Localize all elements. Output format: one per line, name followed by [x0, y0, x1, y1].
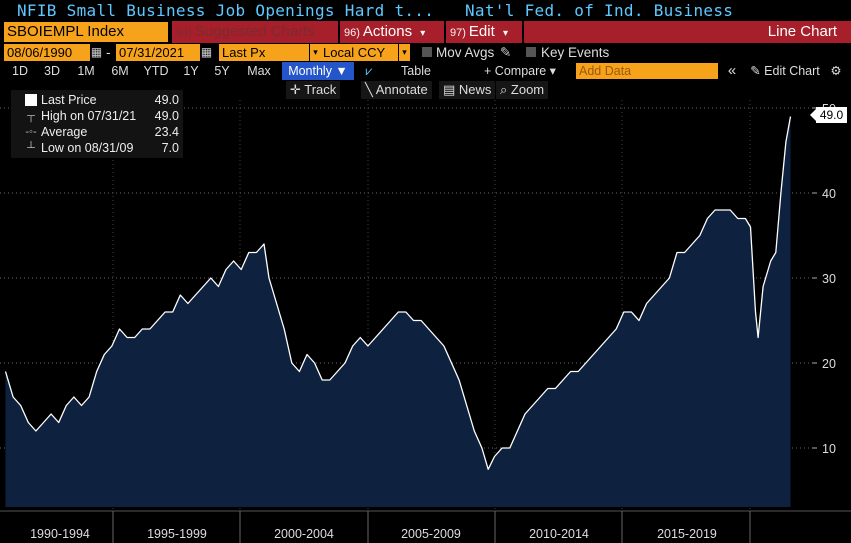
legend-high-value: 49.0	[154, 109, 179, 123]
actions-label: Actions	[362, 23, 413, 40]
suggested-charts-button[interactable]: 94) Suggested Charts	[172, 21, 338, 43]
mov-avgs-label: Mov Avgs	[436, 45, 495, 60]
mov-avgs-checkbox[interactable]	[422, 47, 432, 57]
add-data-input[interactable]: Add Data	[576, 63, 718, 79]
legend-average-label: Average	[41, 125, 88, 139]
title-bar: NFIB Small Business Job Openings Hard t.…	[0, 0, 851, 21]
edit-chart-button[interactable]: ✎ Edit Chart	[750, 64, 820, 78]
legend-low: ┴ Low on 08/31/09 7.0	[11, 140, 183, 156]
edit-number: 97)	[450, 27, 466, 39]
legend-high-label: High on 07/31/21	[41, 109, 137, 123]
x-tick-label: 1990-1994	[30, 527, 90, 541]
y-axis: 1020304050	[812, 102, 836, 456]
edit-chevron-down-icon: ▾	[502, 28, 508, 39]
legend-average-value: 23.4	[154, 125, 179, 139]
last-value-badge: 49.0	[810, 107, 847, 123]
end-calendar-icon[interactable]: ▦	[200, 45, 213, 59]
period-1m[interactable]: 1M	[77, 64, 95, 78]
chart-type-label-bar: Line Chart	[524, 21, 851, 43]
start-calendar-icon[interactable]: ▦	[90, 45, 103, 59]
y-tick-label: 10	[822, 442, 836, 456]
price-type-chevron-down-icon[interactable]: ▾	[309, 44, 321, 61]
suggested-charts-number: 94)	[176, 27, 192, 39]
news-icon: ▤	[443, 82, 459, 97]
issuer-name: Nat'l Fed. of Ind. Business	[465, 1, 734, 20]
low-marker-icon: ┴	[27, 142, 35, 154]
edit-menu[interactable]: 97) Edit ▾	[446, 21, 522, 43]
parameters-row: 08/06/1990 ▦ - 07/31/2021 ▦ Last Px ▾ Lo…	[0, 43, 851, 62]
period-ytd[interactable]: YTD	[143, 64, 169, 78]
legend-box: Last Price 49.0 ┬ High on 07/31/21 49.0 …	[11, 90, 183, 158]
legend-high: ┬ High on 07/31/21 49.0	[11, 108, 183, 124]
currency-select[interactable]: Local CCY	[320, 44, 398, 61]
legend-average: -◦- Average 23.4	[11, 124, 183, 140]
x-tick-label: 1995-1999	[147, 527, 207, 541]
ticker-field[interactable]: SBOIEMPL Index	[4, 22, 168, 42]
series-line	[4, 116, 792, 470]
y-tick-label: 40	[822, 187, 836, 201]
edit-label: Edit	[468, 23, 495, 40]
x-tick-label: 2005-2009	[401, 527, 461, 541]
legend-last-price-value: 49.0	[154, 93, 179, 107]
period-max[interactable]: Max	[247, 64, 271, 78]
series-area	[5, 116, 791, 507]
key-events-label: Key Events	[541, 45, 610, 60]
legend-last-price: Last Price 49.0	[11, 92, 183, 108]
period-row: 1D 3D 1M 6M YTD 1Y 5Y Max Monthly ▼ ⩗ Ta…	[0, 62, 851, 80]
key-events-checkbox[interactable]	[526, 47, 536, 57]
table-button[interactable]: Table	[401, 64, 431, 78]
currency-chevron-down-icon[interactable]: ▾	[398, 44, 410, 61]
period-1y[interactable]: 1Y	[183, 64, 199, 78]
news-button[interactable]: ▤ News	[439, 81, 496, 99]
chart-style-icon[interactable]: ⩗	[365, 64, 373, 78]
command-row: SBOIEMPL Index 94) Suggested Charts 96) Ac…	[0, 21, 851, 43]
actions-chevron-down-icon: ▾	[420, 28, 426, 39]
annotate-button[interactable]: ╲ Annotate	[361, 81, 432, 99]
zoom-button[interactable]: ⌕ Zoom	[496, 81, 549, 99]
x-tick-label: 2015-2019	[657, 527, 717, 541]
period-1d[interactable]: 1D	[12, 64, 28, 78]
collapse-icon[interactable]: «	[727, 62, 737, 79]
track-button[interactable]: ✛ Track	[286, 81, 341, 99]
news-label: News	[458, 82, 492, 97]
end-date-field[interactable]: 07/31/2021	[116, 44, 200, 61]
price-type-select[interactable]: Last Px	[219, 44, 309, 61]
compare-button[interactable]: + Compare ▾	[484, 64, 556, 78]
period-3d[interactable]: 3D	[44, 64, 60, 78]
period-6m[interactable]: 6M	[111, 64, 129, 78]
actions-menu[interactable]: 96) Actions ▾	[340, 21, 444, 43]
legend-low-label: Low on 08/31/09	[41, 141, 134, 155]
x-axis: 1990-1994 1995-1999 2000-2004 2005-2009 2010…	[0, 510, 851, 543]
pencil-icon[interactable]: ✎	[500, 45, 512, 60]
line-chart[interactable]: 1020304050 1990-19941995-19992000-200420…	[0, 100, 851, 543]
legend-last-price-label: Last Price	[41, 93, 97, 107]
date-separator: -	[106, 45, 111, 60]
legend-low-value: 7.0	[161, 141, 179, 155]
actions-number: 96)	[344, 27, 360, 39]
x-tick-label: 2010-2014	[529, 527, 589, 541]
frequency-select[interactable]: Monthly ▼	[282, 62, 354, 80]
y-tick-label: 30	[822, 272, 836, 286]
period-5y[interactable]: 5Y	[214, 64, 230, 78]
high-marker-icon: ┬	[27, 110, 35, 122]
security-description: NFIB Small Business Job Openings Hard t.…	[17, 1, 435, 20]
suggested-charts-label: Suggested Charts	[194, 23, 315, 40]
y-tick-label: 20	[822, 357, 836, 371]
square-icon	[25, 94, 37, 106]
chart-tools-row: ✛ Track ╲ Annotate ▤ News ⌕ Zoom	[0, 80, 851, 100]
start-date-field[interactable]: 08/06/1990	[4, 44, 90, 61]
average-marker-icon: -◦-	[25, 126, 37, 138]
gear-icon[interactable]: ⚙	[830, 64, 842, 78]
chart-type-label: Line Chart	[767, 23, 837, 40]
x-tick-label: 2000-2004	[274, 527, 334, 541]
